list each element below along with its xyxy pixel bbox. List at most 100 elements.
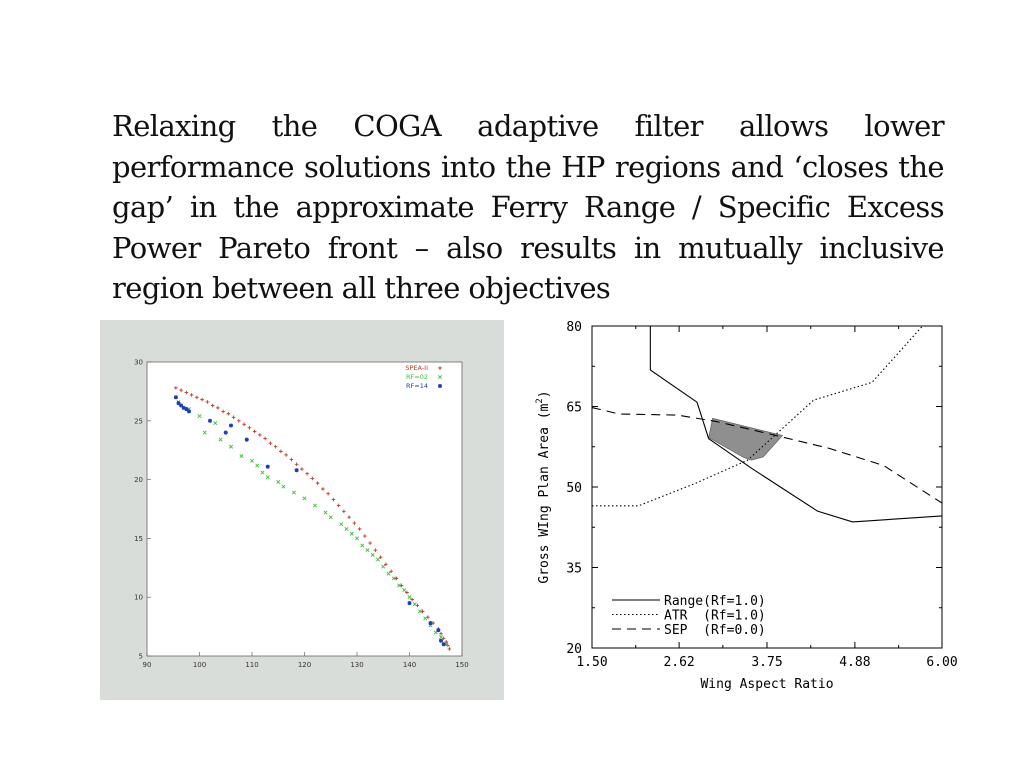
data-point xyxy=(349,531,354,536)
point-glyph xyxy=(242,422,246,427)
legend-label: RF=02 xyxy=(406,373,428,381)
x-tick-label: 100 xyxy=(193,661,206,669)
data-point xyxy=(231,415,236,420)
data-point xyxy=(187,409,191,414)
data-point xyxy=(428,621,433,626)
point-glyph xyxy=(402,588,407,593)
slide-body-text: Relaxing the COGA adaptive filter allows… xyxy=(112,109,945,305)
wing-design-chart: 1.50 2.62 3.75 4.88 6.00 20 35 50 65 80 Range(Rf=1… xyxy=(520,312,980,712)
point-glyph xyxy=(423,616,428,621)
point-glyph xyxy=(184,407,189,412)
point-glyph xyxy=(216,406,220,410)
x-tick-label: 150 xyxy=(455,661,468,669)
series-line xyxy=(592,325,923,507)
point-glyph xyxy=(357,527,362,531)
point-glyph xyxy=(344,526,349,532)
point-glyph xyxy=(321,487,325,491)
data-point xyxy=(184,390,189,395)
data-point xyxy=(396,583,402,588)
data-point xyxy=(407,601,412,606)
y-tick-label: 15 xyxy=(134,535,143,543)
data-point xyxy=(249,458,255,463)
pareto-scatter-plot-image: 90 100 110 120 130 140 150 5 10 15 20 25 30 SPEA-II RF… xyxy=(100,320,504,700)
data-point xyxy=(391,576,396,581)
data-point xyxy=(208,418,212,423)
point-glyph xyxy=(328,515,333,520)
data-point xyxy=(423,616,428,621)
point-glyph xyxy=(273,444,278,449)
x-tick-label: 140 xyxy=(403,661,416,669)
data-point xyxy=(176,401,181,406)
point-glyph xyxy=(202,430,207,435)
data-point xyxy=(265,464,270,469)
series-line xyxy=(591,407,943,504)
data-point xyxy=(279,449,283,454)
point-glyph xyxy=(281,484,286,489)
data-point xyxy=(368,541,372,545)
point-glyph xyxy=(349,531,354,536)
data-point xyxy=(244,437,249,442)
data-point xyxy=(357,527,362,531)
data-point xyxy=(437,374,443,380)
data-point xyxy=(441,642,446,647)
y-tick-label: 10 xyxy=(134,594,143,602)
data-point xyxy=(378,555,383,560)
legend-label: ATR (Rf=1.0) xyxy=(664,609,766,624)
point-glyph xyxy=(405,590,409,595)
point-glyph xyxy=(352,521,357,525)
point-glyph xyxy=(417,609,423,614)
x-tick-label: 3.75 xyxy=(751,655,782,670)
x-tick-label: 1.50 xyxy=(576,655,607,670)
point-glyph xyxy=(265,475,270,480)
data-point xyxy=(420,609,425,614)
x-tick-label: 110 xyxy=(245,661,258,669)
data-point xyxy=(365,548,370,553)
data-point xyxy=(195,395,199,400)
point-glyph xyxy=(394,576,399,581)
data-point xyxy=(213,421,218,426)
data-point xyxy=(229,423,233,428)
point-glyph xyxy=(438,384,442,388)
point-glyph xyxy=(373,548,378,552)
point-glyph xyxy=(174,386,178,390)
point-glyph xyxy=(420,609,425,614)
data-point xyxy=(223,430,228,435)
point-glyph xyxy=(310,476,315,481)
point-glyph xyxy=(381,564,386,569)
data-point xyxy=(173,395,178,400)
point-glyph xyxy=(229,423,233,428)
data-point xyxy=(263,436,267,441)
point-glyph xyxy=(197,414,202,419)
data-point xyxy=(265,475,270,480)
data-point xyxy=(326,491,330,496)
x-tick-label: 120 xyxy=(298,661,311,669)
data-point xyxy=(181,405,186,410)
data-point xyxy=(179,388,183,393)
y-tick-label: 5 xyxy=(139,653,143,661)
point-glyph xyxy=(294,462,299,467)
y-tick-label: 80 xyxy=(566,320,582,335)
data-point xyxy=(268,441,273,445)
point-glyph xyxy=(221,409,225,414)
point-glyph xyxy=(263,436,267,441)
point-glyph xyxy=(447,647,452,651)
data-point xyxy=(373,548,378,552)
wing-design-chart-svg: 1.50 2.62 3.75 4.88 6.00 20 35 50 65 80 Range(Rf=1… xyxy=(535,320,958,692)
y-tick-label: 20 xyxy=(134,476,143,484)
point-glyph xyxy=(363,534,367,538)
point-glyph xyxy=(342,509,346,514)
data-point xyxy=(439,631,443,636)
point-glyph xyxy=(360,543,365,548)
y-axis-label-main: Gross WIng Plan Area (m xyxy=(537,403,552,583)
point-glyph xyxy=(291,490,297,495)
data-point xyxy=(352,521,357,525)
data-point xyxy=(407,595,412,600)
data-point xyxy=(360,543,365,548)
point-glyph xyxy=(437,374,443,380)
y-tick-label: 20 xyxy=(566,642,582,657)
legend-label: SPEA-II xyxy=(405,364,428,372)
point-glyph xyxy=(218,437,223,442)
data-point xyxy=(239,454,244,459)
data-point xyxy=(216,406,220,410)
x-tick-label: 90 xyxy=(143,661,152,669)
